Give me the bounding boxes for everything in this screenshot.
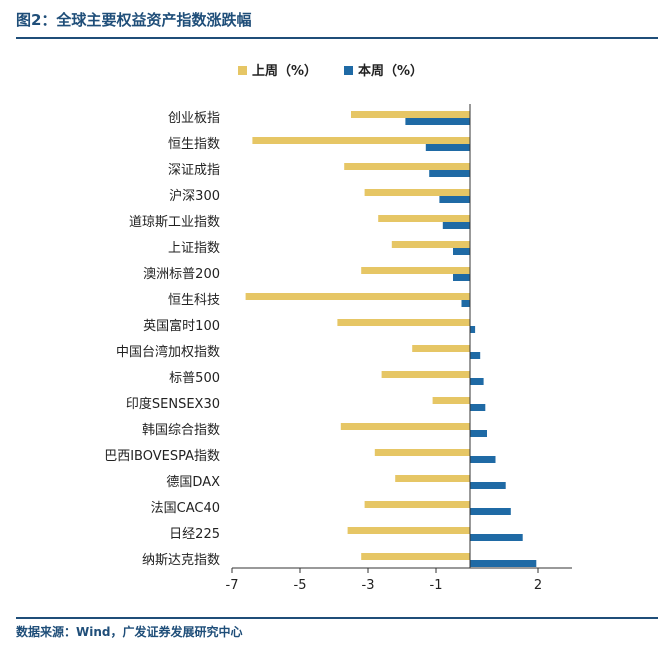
category-label: 深证成指 <box>168 163 220 178</box>
bar-this-week <box>470 534 523 541</box>
category-label: 巴西IBOVESPA指数 <box>104 449 220 464</box>
bar-last-week <box>337 319 470 326</box>
category-label: 印度SENSEX30 <box>126 396 220 412</box>
category-label: 纳斯达克指数 <box>142 553 220 568</box>
legend-label-0: 上周（%） <box>252 63 317 79</box>
bar-last-week <box>361 553 470 560</box>
bar-this-week <box>453 274 470 281</box>
category-label: 恒生科技 <box>168 293 220 308</box>
bar-last-week <box>378 215 470 222</box>
bar-last-week <box>344 163 470 170</box>
x-tick-label: -7 <box>226 578 239 593</box>
category-label: 英国富时100 <box>143 318 220 334</box>
source-note: 数据来源：Wind，广发证券发展研究中心 <box>16 625 243 639</box>
bar-this-week <box>439 196 470 203</box>
category-label: 中国台湾加权指数 <box>116 344 220 360</box>
x-axis: -7 -5 -3 -1 2 <box>226 567 572 593</box>
category-label: 上证指数 <box>168 241 220 256</box>
x-tick-label: -5 <box>294 578 307 593</box>
category-label: 法国CAC40 <box>151 501 220 516</box>
bar-this-week <box>470 404 486 411</box>
bar-this-week <box>470 456 496 463</box>
bar-last-week <box>364 501 470 508</box>
legend-swatch-1 <box>344 66 353 75</box>
bar-this-week <box>470 482 506 489</box>
category-label: 标普500 <box>169 371 220 386</box>
bar-this-week <box>470 508 511 515</box>
legend-label-1: 本周（%） <box>358 63 423 79</box>
bar-last-week <box>412 345 470 352</box>
category-label: 日经225 <box>169 527 220 542</box>
category-label: 道琼斯工业指数 <box>129 215 220 230</box>
bar-last-week <box>364 189 470 196</box>
x-tick-label: 2 <box>534 578 542 593</box>
category-label: 澳洲标普200 <box>143 266 220 282</box>
category-label: 德国DAX <box>166 475 220 490</box>
bar-this-week <box>470 352 481 359</box>
category-label: 创业板指 <box>168 111 220 126</box>
bar-last-week <box>252 137 470 144</box>
bar-this-week <box>442 222 470 229</box>
legend: 上周（%） 本周（%） <box>238 63 423 79</box>
bars <box>245 104 537 568</box>
bar-this-week <box>425 144 470 151</box>
footer-rule <box>16 617 658 619</box>
bar-this-week <box>429 170 470 177</box>
bar-last-week <box>347 527 470 534</box>
category-label: 沪深300 <box>169 188 220 204</box>
x-tick-label: -3 <box>362 578 375 593</box>
chart-title: 图2：全球主要权益资产指数涨跌幅 <box>16 11 252 29</box>
bar-last-week <box>361 267 470 274</box>
bar-this-week <box>470 560 537 567</box>
bar-this-week <box>470 430 487 437</box>
bar-this-week <box>470 326 476 333</box>
bar-this-week <box>470 378 484 385</box>
category-label: 韩国综合指数 <box>142 423 220 438</box>
x-tick-label: -1 <box>430 578 443 593</box>
bar-this-week <box>405 118 470 125</box>
bar-this-week <box>453 248 470 255</box>
bar-last-week <box>395 475 470 482</box>
category-label: 恒生指数 <box>168 137 220 152</box>
bar-last-week <box>374 449 470 456</box>
bar-last-week <box>391 241 470 248</box>
bar-last-week <box>432 397 470 404</box>
bar-last-week <box>340 423 470 430</box>
bar-last-week <box>381 371 470 378</box>
legend-swatch-0 <box>238 66 247 75</box>
bar-last-week <box>245 293 470 300</box>
bar-last-week <box>351 111 470 118</box>
title-rule <box>16 37 658 39</box>
bar-this-week <box>461 300 470 307</box>
